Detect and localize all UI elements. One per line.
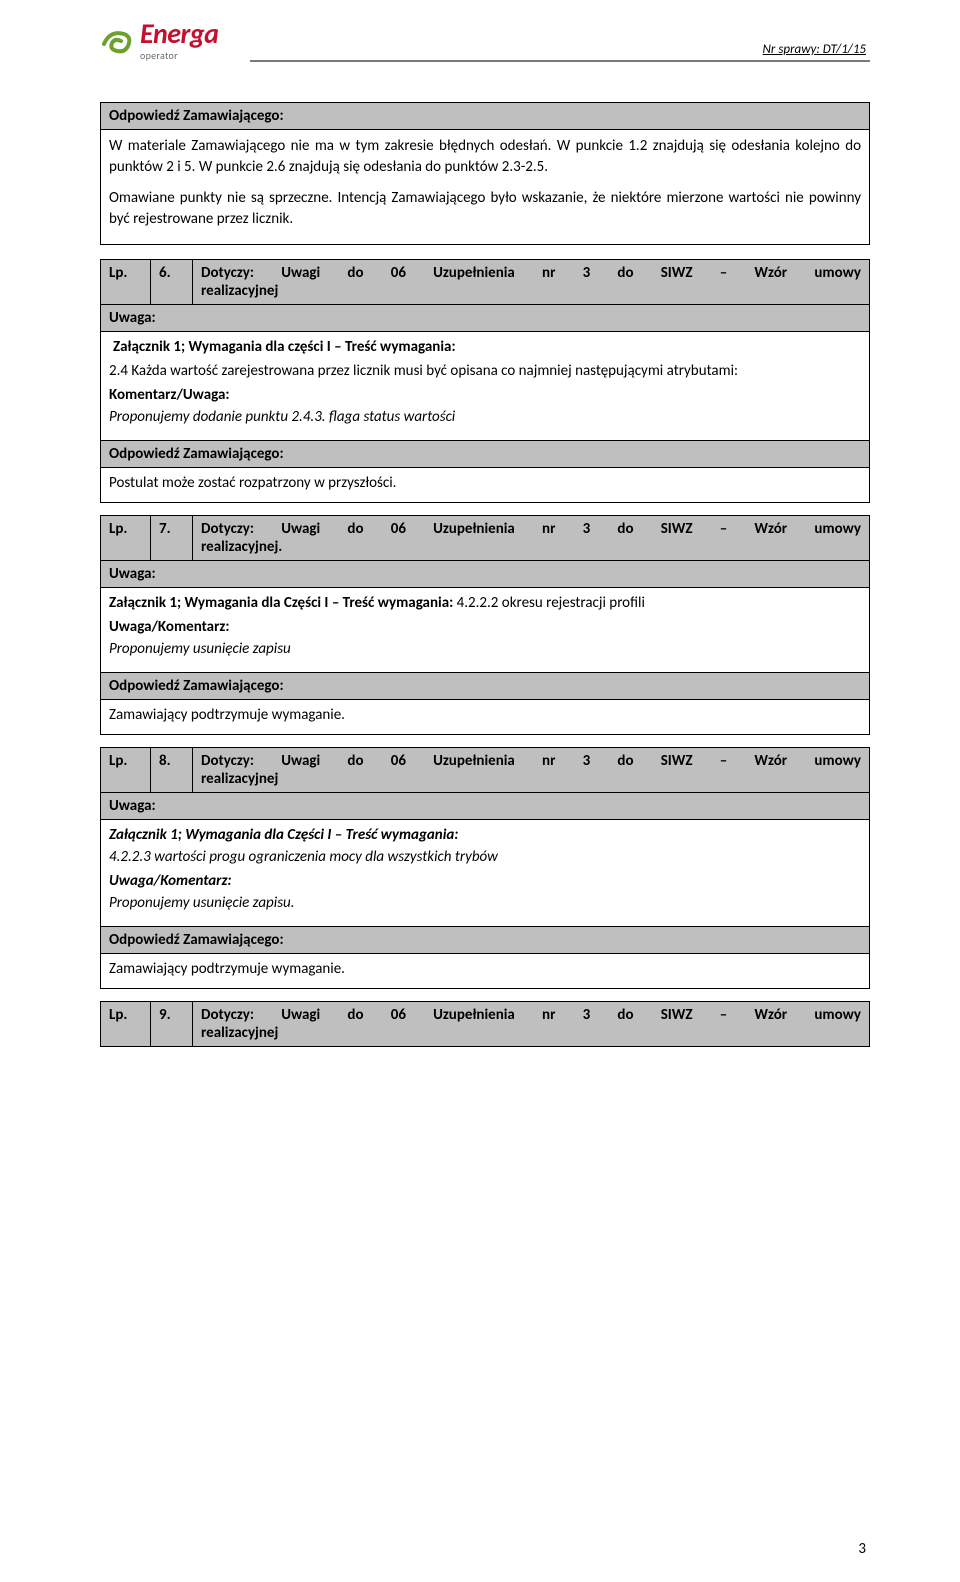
- response-header: Odpowiedź Zamawiającego:: [101, 927, 870, 954]
- response-header: Odpowiedź Zamawiającego:: [101, 103, 869, 130]
- response-text: W materiale Zamawiającego nie ma w tym z…: [109, 136, 861, 178]
- page-header: Energa operator Nr sprawy: DT/1/15: [100, 20, 870, 62]
- lp-label: Lp.: [101, 1002, 151, 1047]
- entry-block: Lp. 9. Dotyczy: Uwagi do 06 Uzupełnienia…: [100, 1001, 870, 1047]
- lp-number: 7.: [151, 516, 193, 561]
- uwaga-label: Uwaga:: [101, 305, 870, 332]
- entry-body: Załącznik 1; Wymagania dla części I – Tr…: [101, 332, 870, 441]
- lp-label: Lp.: [101, 260, 151, 305]
- entry-body: Załącznik 1; Wymagania dla Części I – Tr…: [101, 820, 870, 927]
- page: Energa operator Nr sprawy: DT/1/15 Odpow…: [0, 0, 960, 1582]
- response-text: Zamawiający podtrzymuje wymaganie.: [101, 954, 870, 989]
- dotyczy-text: Dotyczy: Uwagi do 06 Uzupełnienia nr 3 d…: [193, 748, 870, 793]
- entry-block: Lp. 6. Dotyczy: Uwagi do 06 Uzupełnienia…: [100, 259, 870, 503]
- uwaga-label: Uwaga:: [101, 561, 870, 588]
- page-number: 3: [858, 1540, 866, 1558]
- content: Odpowiedź Zamawiającego: W materiale Zam…: [100, 102, 870, 1047]
- swirl-icon: [100, 24, 134, 58]
- logo-subtext: operator: [140, 49, 218, 62]
- lp-number: 6.: [151, 260, 193, 305]
- dotyczy-text: Dotyczy: Uwagi do 06 Uzupełnienia nr 3 d…: [193, 1002, 870, 1047]
- response-text: Omawiane punkty nie są sprzeczne. Intenc…: [109, 188, 861, 230]
- case-number: Nr sprawy: DT/1/15: [763, 42, 870, 57]
- entry-block: Lp. 7. Dotyczy: Uwagi do 06 Uzupełnienia…: [100, 515, 870, 735]
- lp-label: Lp.: [101, 748, 151, 793]
- lp-label: Lp.: [101, 516, 151, 561]
- response-text: Zamawiający podtrzymuje wymaganie.: [101, 700, 870, 735]
- entry-block: Lp. 8. Dotyczy: Uwagi do 06 Uzupełnienia…: [100, 747, 870, 989]
- header-rule: [250, 60, 870, 62]
- lp-number: 8.: [151, 748, 193, 793]
- response-text: Postulat może zostać rozpatrzony w przys…: [101, 468, 870, 503]
- logo-text: Energa: [140, 20, 218, 48]
- response-header: Odpowiedź Zamawiającego:: [101, 673, 870, 700]
- logo: Energa operator: [100, 20, 230, 62]
- uwaga-label: Uwaga:: [101, 793, 870, 820]
- dotyczy-text: Dotyczy: Uwagi do 06 Uzupełnienia nr 3 d…: [193, 260, 870, 305]
- response-block-top: Odpowiedź Zamawiającego: W materiale Zam…: [100, 102, 870, 245]
- response-header: Odpowiedź Zamawiającego:: [101, 441, 870, 468]
- lp-number: 9.: [151, 1002, 193, 1047]
- entry-body: Załącznik 1; Wymagania dla Części I – Tr…: [101, 588, 870, 673]
- dotyczy-text: Dotyczy: Uwagi do 06 Uzupełnienia nr 3 d…: [193, 516, 870, 561]
